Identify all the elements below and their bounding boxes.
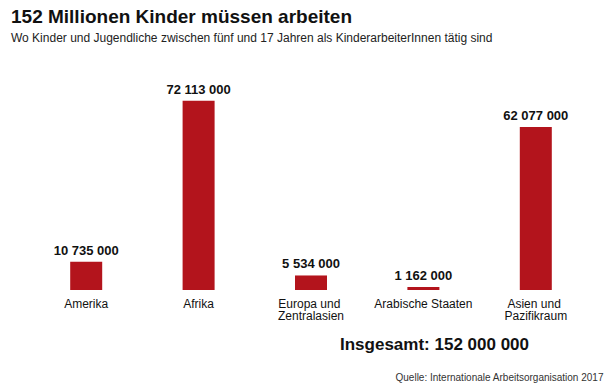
svg-text:1 162 000: 1 162 000 xyxy=(394,268,452,283)
svg-text:Amerika: Amerika xyxy=(64,297,108,311)
svg-text:Zentralasien: Zentralasien xyxy=(278,309,344,323)
svg-text:Arabische Staaten: Arabische Staaten xyxy=(374,297,472,311)
svg-text:Wo Kinder und Jugendliche zwis: Wo Kinder und Jugendliche zwischen fünf … xyxy=(11,31,492,45)
svg-text:Europa und: Europa und xyxy=(278,297,344,311)
svg-text:Quelle: Internationale Arbeits: Quelle: Internationale Arbeitsorganisati… xyxy=(396,372,604,383)
svg-text:72 113 000: 72 113 000 xyxy=(166,82,230,97)
svg-text:152 Millionen Kinder müssen ar: 152 Millionen Kinder müssen arbeiten xyxy=(11,6,352,27)
svg-text:10 735 000: 10 735 000 xyxy=(54,243,119,258)
svg-text:Pazifikraum: Pazifikraum xyxy=(504,309,567,323)
svg-text:Asien und: Asien und xyxy=(507,297,565,311)
svg-text:Insgesamt: 152 000 000: Insgesamt: 152 000 000 xyxy=(340,335,529,354)
svg-text:62 077 000: 62 077 000 xyxy=(503,108,568,123)
svg-text:5 534 000: 5 534 000 xyxy=(282,256,340,271)
svg-text:Afrika: Afrika xyxy=(183,297,214,311)
